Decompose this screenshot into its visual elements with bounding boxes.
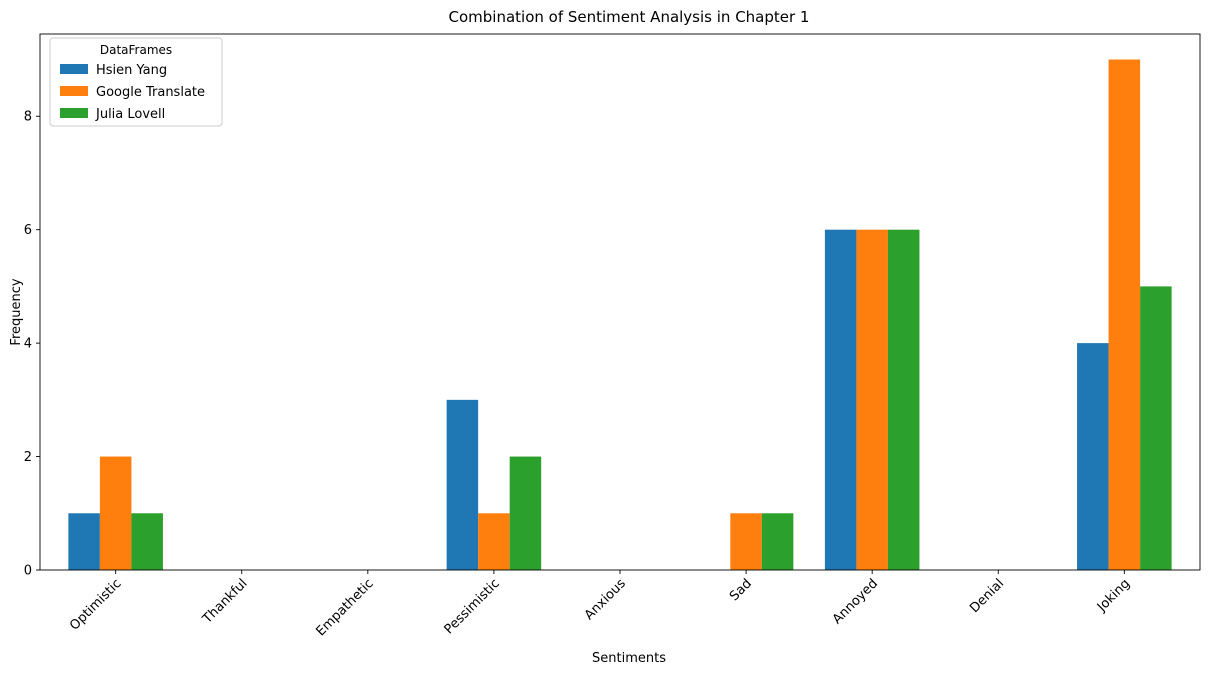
bar-google-translate-joking [1108,59,1141,571]
x-tick-label-sad: Sad [727,576,755,604]
x-tick-label-anxious: Anxious [582,576,629,623]
x-axis-label: Sentiments [592,651,666,666]
y-tick-label: 8 [24,110,32,125]
bar-julia-lovell-joking [1140,286,1172,570]
x-tick-label-thankful: Thankful [199,576,250,627]
bar-google-translate-sad [730,513,762,570]
bar-google-translate-optimistic [99,456,132,570]
x-tick-label-joking: Joking [1094,576,1133,615]
x-tick-label-denial: Denial [967,576,1007,616]
bar-hsien-yang-joking [1077,343,1109,570]
legend-swatch-julia-lovell [60,108,88,118]
y-tick-label: 6 [24,223,32,238]
legend-box [49,37,223,127]
bar-google-translate-annoyed [856,229,888,570]
x-tick-label-annoyed: Annoyed [830,576,881,627]
x-tick-label-empathetic: Empathetic [314,576,377,639]
bar-google-translate-pessimistic [478,513,510,570]
bar-hsien-yang-annoyed [824,229,857,570]
legend-label-julia-lovell: Julia Lovell [95,107,165,122]
legend-label-hsien-yang: Hsien Yang [96,63,167,78]
bar-julia-lovell-pessimistic [509,456,542,570]
chart-title: Combination of Sentiment Analysis in Cha… [449,8,810,26]
x-tick-label-pessimistic: Pessimistic [442,576,503,637]
bar-julia-lovell-optimistic [131,513,163,570]
y-tick-label: 2 [24,450,32,465]
y-axis-label: Frequency [9,278,24,345]
legend-swatch-google-translate [60,86,88,96]
x-tick-label-optimistic: Optimistic [67,576,124,633]
y-tick-label: 4 [24,337,32,352]
legend-label-google-translate: Google Translate [96,85,205,100]
bar-hsien-yang-optimistic [68,513,100,570]
legend-title: DataFrames [100,43,172,57]
bar-julia-lovell-annoyed [887,229,920,570]
y-tick-label: 0 [24,564,32,579]
bar-hsien-yang-pessimistic [446,399,479,570]
legend: DataFrames Hsien Yang Google Translate Juli… [49,37,223,127]
bar-julia-lovell-sad [761,513,794,570]
legend-swatch-hsien-yang [60,64,88,74]
